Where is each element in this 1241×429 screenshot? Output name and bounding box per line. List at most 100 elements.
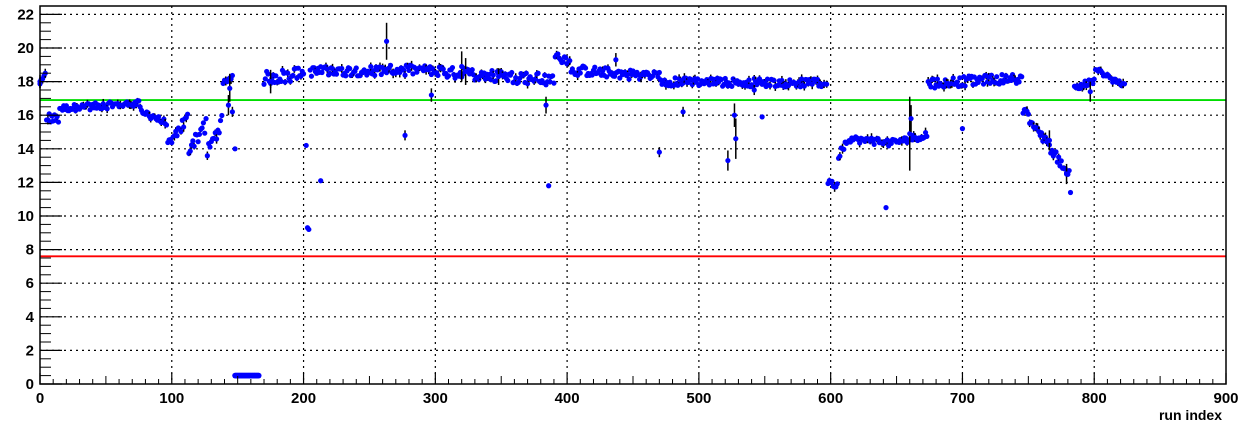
data-point	[285, 70, 291, 76]
data-point	[181, 124, 187, 130]
data-point	[959, 126, 966, 132]
data-point	[387, 62, 394, 68]
data-point	[1067, 189, 1074, 196]
data-point	[402, 132, 408, 138]
data-point	[604, 74, 610, 80]
data-point	[962, 83, 968, 89]
data-point	[353, 65, 359, 71]
axis-ticks	[39, 5, 1227, 385]
data-point	[764, 76, 771, 82]
data-point	[546, 183, 552, 189]
data-point	[495, 73, 502, 80]
data-point	[347, 65, 353, 72]
x-tick-label: 800	[1082, 390, 1107, 407]
data-point	[907, 131, 913, 137]
data-point	[994, 74, 1000, 80]
data-point	[560, 59, 566, 65]
data-point	[306, 226, 312, 233]
data-point	[329, 66, 336, 72]
data-point	[174, 133, 180, 139]
data-point	[333, 71, 340, 77]
data-point	[370, 68, 376, 74]
data-point	[680, 109, 686, 115]
data-point	[957, 75, 963, 81]
data-point	[731, 112, 738, 118]
data-point	[368, 63, 374, 70]
data-point	[841, 146, 847, 152]
data-point	[383, 38, 390, 44]
data-point	[515, 79, 521, 85]
data-point	[675, 82, 681, 88]
data-point	[493, 78, 499, 84]
data-point	[190, 138, 196, 144]
data-point	[718, 76, 724, 83]
data-point	[1046, 137, 1053, 143]
reference-lines	[40, 99, 1226, 258]
data-point	[104, 106, 110, 112]
data-point	[1087, 89, 1093, 95]
data-point	[746, 77, 752, 83]
data-point	[857, 140, 863, 146]
data-point	[1063, 171, 1070, 177]
data-point	[1058, 158, 1064, 164]
data-point	[290, 72, 296, 79]
x-tick-label: 700	[950, 390, 975, 407]
data-point	[1025, 111, 1031, 117]
data-point	[725, 157, 731, 164]
y-tick-label: 12	[17, 174, 34, 191]
data-point	[327, 70, 333, 77]
y-tick-label: 8	[26, 242, 34, 259]
y-tick-label: 20	[17, 40, 34, 57]
x-tick-label: 500	[686, 390, 711, 407]
data-point	[463, 68, 469, 75]
data-point	[524, 81, 531, 87]
data-point	[613, 57, 619, 63]
data-point	[136, 98, 142, 104]
x-tick-label: 200	[291, 390, 316, 407]
data-points	[37, 22, 1128, 379]
data-point	[582, 65, 589, 71]
data-point	[729, 83, 735, 89]
data-point	[999, 72, 1005, 78]
data-point	[217, 117, 224, 124]
data-point	[216, 130, 222, 136]
data-point	[261, 81, 267, 87]
data-point	[656, 149, 662, 155]
data-point	[733, 136, 739, 142]
data-point	[87, 107, 93, 113]
data-point	[207, 144, 213, 150]
data-point	[303, 142, 309, 149]
data-point	[543, 102, 549, 108]
data-point	[232, 146, 238, 152]
y-tick-label: 16	[17, 107, 34, 124]
data-point	[428, 92, 434, 98]
data-point	[435, 72, 441, 79]
data-point	[440, 66, 446, 72]
plot-frame	[39, 5, 1227, 385]
data-point	[980, 81, 987, 87]
data-point	[950, 75, 956, 81]
data-point	[592, 64, 598, 70]
data-point	[550, 73, 556, 79]
x-tick-label: 400	[555, 390, 580, 407]
data-point	[509, 69, 515, 76]
data-point	[63, 103, 69, 109]
data-point	[324, 66, 330, 72]
data-point	[1019, 74, 1025, 80]
data-point	[273, 73, 279, 79]
y-tick-label: 4	[26, 309, 35, 326]
data-point	[523, 70, 529, 76]
data-point	[814, 76, 821, 83]
data-point	[282, 79, 288, 85]
x-tick-label: 900	[1213, 390, 1238, 407]
x-tick-label: 0	[36, 390, 44, 407]
data-point	[319, 69, 325, 76]
data-point	[930, 76, 937, 82]
data-point	[428, 71, 434, 78]
data-point	[1085, 82, 1091, 88]
data-point	[262, 76, 268, 82]
data-point	[184, 111, 191, 117]
data-point	[547, 79, 553, 85]
data-point	[187, 148, 193, 154]
data-point	[402, 72, 408, 78]
